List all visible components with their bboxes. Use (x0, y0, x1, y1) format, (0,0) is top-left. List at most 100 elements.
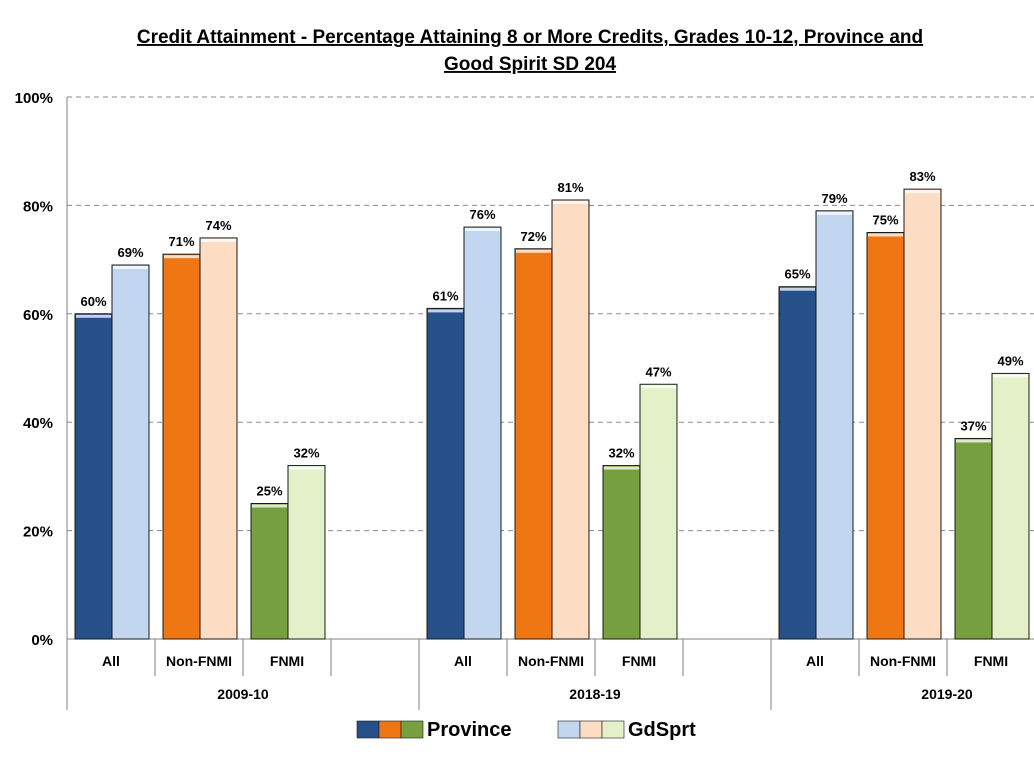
data-label-province: 65% (784, 267, 810, 282)
legend-swatch (601, 720, 625, 739)
bar-province (602, 465, 641, 640)
bar-province-body (866, 232, 905, 640)
bar-province-body (778, 286, 817, 640)
y-tick-label: 0% (31, 632, 53, 649)
bar-gdsprt (551, 199, 590, 640)
bar-gdsprt (991, 372, 1030, 640)
bar-gdsprt-body (199, 237, 238, 640)
bar-province (866, 232, 905, 640)
data-label-gdsprt: 74% (205, 218, 231, 233)
bar-province-highlight (956, 439, 991, 443)
bar-gdsprt-highlight (641, 385, 676, 389)
bar-province-body (74, 313, 113, 640)
legend-swatch (400, 720, 424, 739)
legend-label: Province (427, 719, 511, 741)
x-tick-label-subgroup: FNMI (270, 653, 304, 669)
bar-gdsprt (287, 465, 326, 640)
x-tick-label-subgroup: FNMI (974, 653, 1008, 669)
y-tick-label: 20% (23, 524, 53, 541)
bar-province-highlight (516, 249, 551, 253)
data-label-gdsprt: 79% (821, 191, 847, 206)
bar-gdsprt-body (287, 465, 326, 640)
bar-gdsprt-body (463, 226, 502, 640)
bar-province-highlight (428, 309, 463, 313)
bar-gdsprt (111, 264, 150, 640)
x-tick-label-year: 2018-19 (569, 686, 621, 702)
data-label-gdsprt: 32% (293, 446, 319, 461)
bar-province-body (602, 465, 641, 640)
bar-province (954, 437, 993, 640)
legend-item: GdSprt (557, 719, 696, 741)
legend: Province GdSprt (356, 719, 696, 741)
bar-province-highlight (76, 314, 111, 318)
data-label-province: 37% (960, 418, 986, 433)
bar-province (514, 248, 553, 640)
chart-title-line-1: Credit Attainment - Percentage Attaining… (137, 27, 923, 48)
bar-gdsprt-highlight (113, 266, 148, 270)
bar-province-body (426, 307, 465, 640)
data-labels: 60% 69% 71% 74% 25% 32% 61% 76% 72% 81% 32% 47% 65% 7… (80, 169, 1023, 498)
bar-gdsprt-body (111, 264, 150, 640)
bar-gdsprt-body (551, 199, 590, 640)
bar-province-highlight (252, 504, 287, 508)
bar-gdsprt-highlight (289, 466, 324, 470)
x-tick-label-subgroup: Non-FNMI (166, 653, 232, 669)
bar-gdsprt (199, 237, 238, 640)
bar-gdsprt (903, 188, 942, 640)
bar-gdsprt-highlight (201, 238, 236, 242)
bar-gdsprt (639, 383, 678, 640)
bar-gdsprt-highlight (817, 211, 852, 215)
data-label-province: 75% (872, 213, 898, 228)
data-label-gdsprt: 83% (909, 169, 935, 184)
data-label-province: 60% (80, 294, 106, 309)
bar-province (426, 307, 465, 640)
bar-province-highlight (604, 466, 639, 470)
x-tick-label-subgroup: All (102, 653, 120, 669)
legend-swatch (579, 720, 603, 739)
data-label-gdsprt: 69% (117, 245, 143, 260)
data-label-province: 61% (432, 288, 458, 303)
bar-gdsprt-highlight (465, 228, 500, 232)
y-tick-label: 40% (23, 415, 53, 432)
data-label-gdsprt: 81% (557, 180, 583, 195)
legend-label: GdSprt (628, 719, 696, 741)
x-tick-label-year: 2019-20 (921, 686, 973, 702)
data-label-gdsprt: 76% (469, 207, 495, 222)
bar-province (162, 253, 201, 640)
bar-gdsprt-body (903, 188, 942, 640)
bar-province-body (514, 248, 553, 640)
bar-gdsprt-body (815, 210, 854, 640)
bar-gdsprt-highlight (905, 190, 940, 194)
data-label-province: 25% (256, 484, 282, 499)
bar-gdsprt (815, 210, 854, 640)
bar-province-body (954, 437, 993, 640)
bars (74, 188, 1030, 640)
bar-gdsprt (463, 226, 502, 640)
data-label-gdsprt: 47% (645, 364, 671, 379)
bar-gdsprt-highlight (993, 374, 1028, 378)
y-tick-label: 80% (23, 198, 53, 215)
y-tick-label: 100% (15, 90, 53, 107)
bar-gdsprt-body (991, 372, 1030, 640)
x-tick-label-year: 2009-10 (217, 686, 269, 702)
x-tick-label-subgroup: All (454, 653, 472, 669)
chart-title-line-2: Good Spirit SD 204 (444, 54, 617, 75)
bar-province-highlight (164, 255, 199, 259)
y-tick-label: 60% (23, 307, 53, 324)
bar-gdsprt-highlight (553, 200, 588, 204)
x-tick-label-subgroup: Non-FNMI (518, 653, 584, 669)
x-tick-label-subgroup: Non-FNMI (870, 653, 936, 669)
bar-province (778, 286, 817, 640)
legend-swatch (378, 720, 402, 739)
legend-item: Province (356, 719, 511, 741)
bar-province-body (162, 253, 201, 640)
bar-province (250, 503, 289, 640)
data-label-province: 72% (520, 229, 546, 244)
bar-province (74, 313, 113, 640)
bar-gdsprt-body (639, 383, 678, 640)
data-label-province: 71% (168, 234, 194, 249)
data-label-gdsprt: 49% (997, 353, 1023, 368)
x-tick-label-subgroup: All (806, 653, 824, 669)
